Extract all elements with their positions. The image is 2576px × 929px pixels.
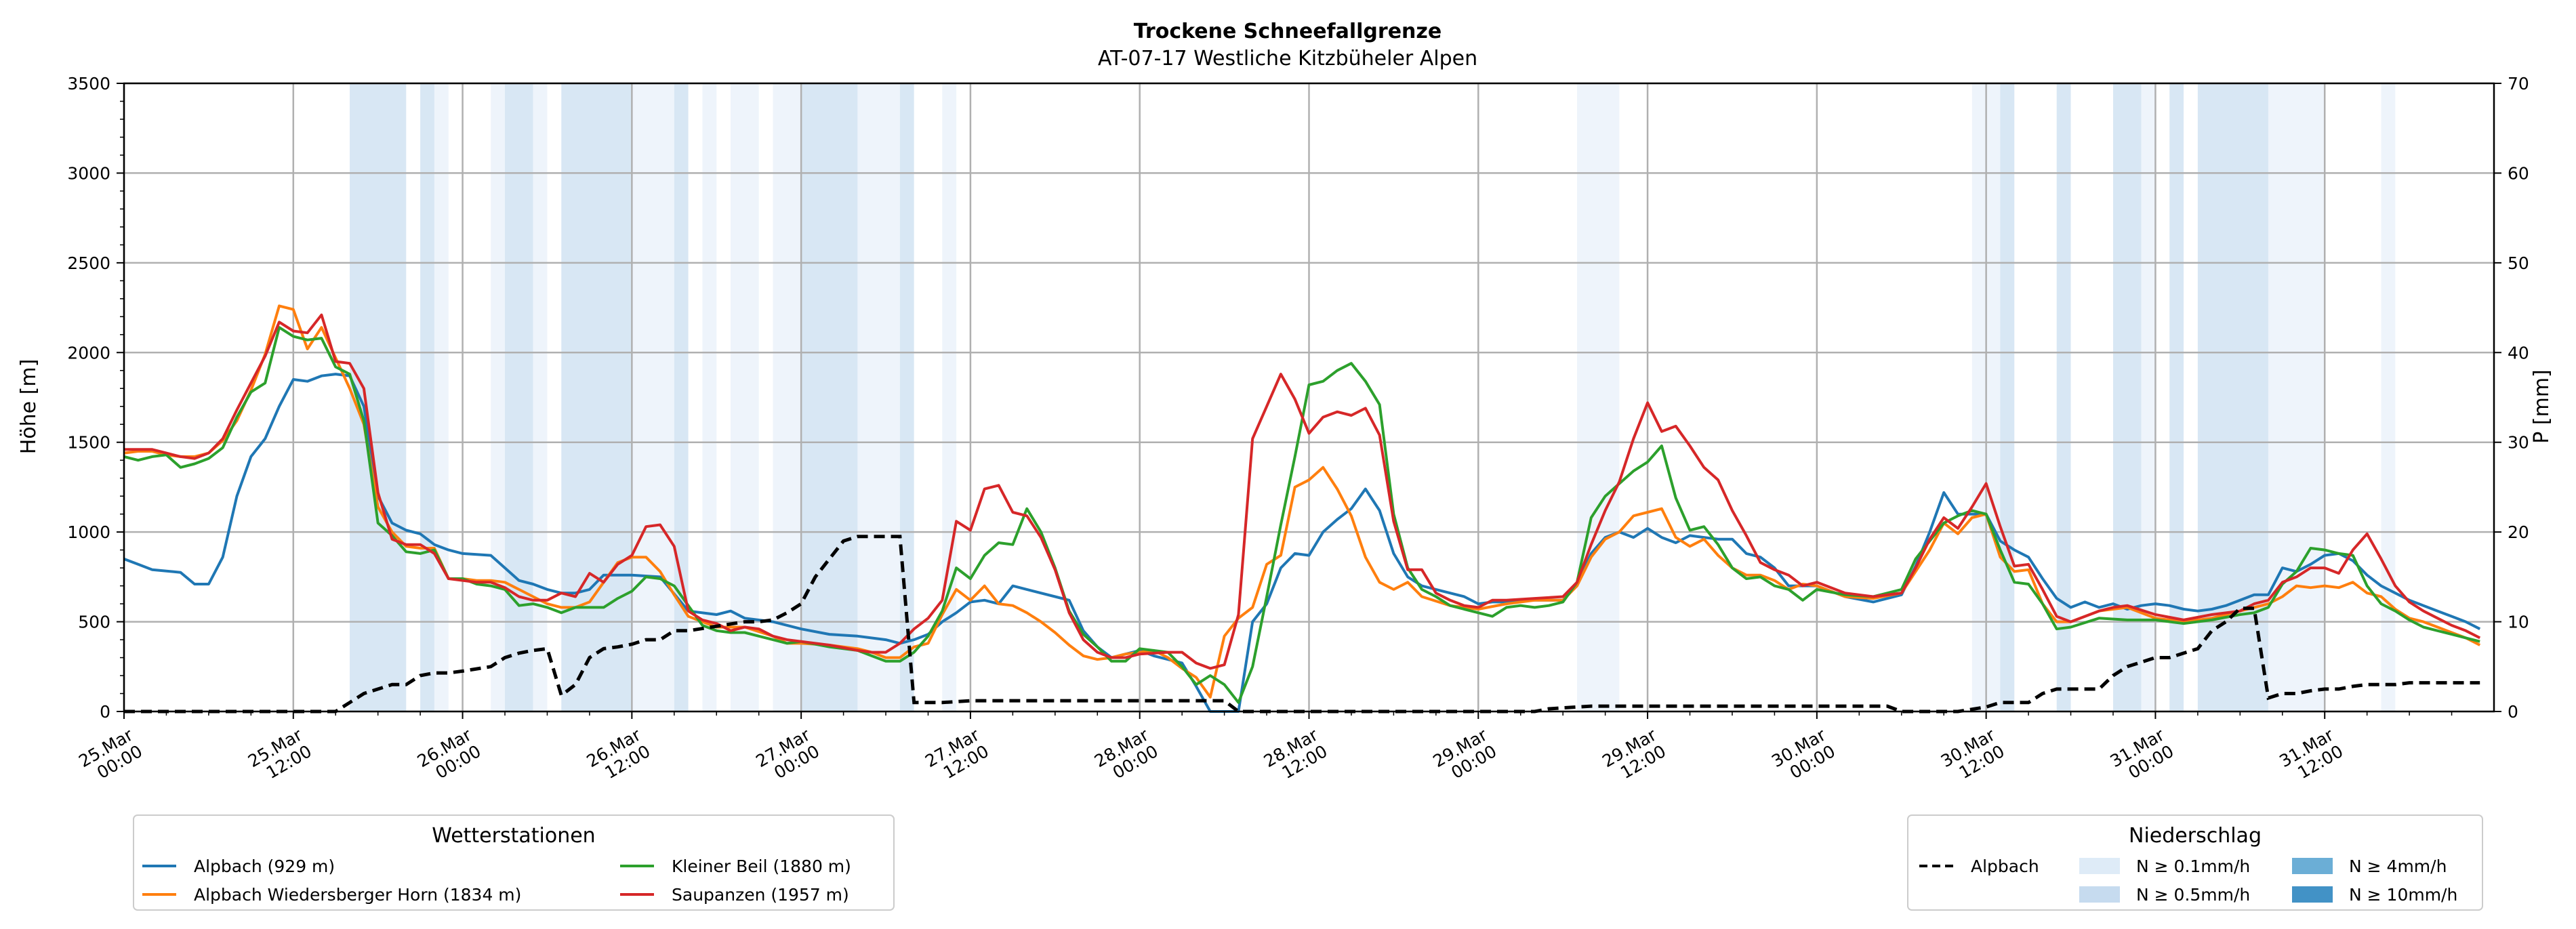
precip-shade-1 [420, 83, 434, 711]
series-line-3 [124, 313, 2481, 670]
y-tick-label-5: 2500 [67, 253, 110, 273]
precip-line [124, 535, 2480, 714]
y-axis-left-ticks: 0 500 1000 1500 2000 2500 3000 3500 [67, 74, 124, 722]
legend-precip-label-3: N ≥ 10mm/h [2349, 885, 2457, 905]
precip-shade-9 [702, 83, 717, 711]
y-tick-label-0: 0 [100, 702, 110, 722]
legend-stations-box [133, 814, 895, 911]
legend-label-2: Kleiner Beil (1880 m) [672, 856, 851, 876]
legend-precip-swatch-2 [2292, 858, 2333, 874]
precip-shade-19 [2056, 83, 2071, 711]
precip-shade-2 [434, 83, 449, 711]
series-line-2 [123, 326, 2480, 704]
legend-precip-label-1: N ≥ 0.5mm/h [2136, 885, 2250, 905]
legend-precip-line-label: Alpbach [1971, 856, 2039, 876]
y2-tick-label-7: 70 [2508, 74, 2529, 94]
y2-tick-label-2: 20 [2508, 522, 2529, 542]
legend-stations: Wetterstationen Alpbach (929 m) Alpbach W… [133, 814, 895, 911]
chart-title: Trockene Schneefallgrenze [1134, 20, 1442, 43]
precip-shade-5 [533, 83, 548, 711]
legend-label-1: Alpbach Wiedersberger Horn (1834 m) [194, 885, 521, 905]
chart-subtitle: AT-07-17 Westliche Kitzbüheler Alpen [1098, 47, 1477, 70]
precip-shade-20 [2112, 83, 2142, 711]
y-tick-label-2: 1000 [67, 522, 110, 542]
legend-precip-swatch-1 [2079, 886, 2120, 903]
legend-precip-swatch-0 [2079, 858, 2120, 874]
legend-label-0: Alpbach (929 m) [194, 856, 335, 876]
precip-shade-14 [899, 83, 914, 711]
precip-shade-15 [942, 83, 957, 711]
legend-label-3: Saupanzen (1957 m) [672, 885, 849, 905]
legend-precip-label-2: N ≥ 4mm/h [2349, 856, 2447, 876]
y-tick-label-7: 3500 [67, 74, 110, 94]
precip-shading [350, 83, 2396, 711]
y2-tick-label-6: 60 [2508, 163, 2529, 183]
data-series [123, 304, 2481, 714]
y2-tick-label-1: 10 [2508, 613, 2529, 632]
y-tick-label-3: 1500 [67, 433, 110, 453]
y2-tick-label-5: 50 [2508, 253, 2529, 273]
precip-shade-3 [491, 83, 506, 711]
y-tick-label-6: 3000 [67, 163, 110, 183]
y2-tick-label-0: 0 [2508, 702, 2518, 722]
precip-shade-22 [2169, 83, 2184, 711]
precip-shade-21 [2141, 83, 2156, 711]
y-axis-right-ticks: 0 10 20 30 40 50 60 70 [2494, 74, 2529, 722]
y-axis-label: Höhe [m] [17, 359, 41, 455]
precip-shade-12 [801, 83, 858, 711]
precip-shade-16 [1576, 83, 1620, 711]
legend-precip-box [1907, 814, 2483, 911]
precip-shade-13 [857, 83, 900, 711]
y2-axis-label: P [mm] [2530, 369, 2554, 443]
y2-tick-label-4: 40 [2508, 343, 2529, 363]
precip-shade-24 [2268, 83, 2325, 711]
precip-shade-8 [674, 83, 689, 711]
legend-precip-swatch-3 [2292, 886, 2333, 903]
precip-shade-10 [731, 83, 759, 711]
precip-shade-18 [2000, 83, 2015, 711]
y2-tick-label-3: 30 [2508, 433, 2529, 453]
legend-precip-label-0: N ≥ 0.1mm/h [2136, 856, 2250, 876]
y-tick-label-1: 500 [78, 613, 110, 632]
legend-stations-title: Wetterstationen [432, 824, 595, 848]
legend-precip-title: Niederschlag [2129, 824, 2262, 848]
precip-shade-7 [632, 83, 674, 711]
precip-shade-4 [505, 83, 533, 711]
y-tick-label-4: 2000 [67, 343, 110, 363]
precip-shade-25 [2381, 83, 2396, 711]
legend-precip: Niederschlag Alpbach N ≥ 0.1mm/h N ≥ 0.5m… [1907, 814, 2483, 911]
precip-shade-6 [561, 83, 632, 711]
